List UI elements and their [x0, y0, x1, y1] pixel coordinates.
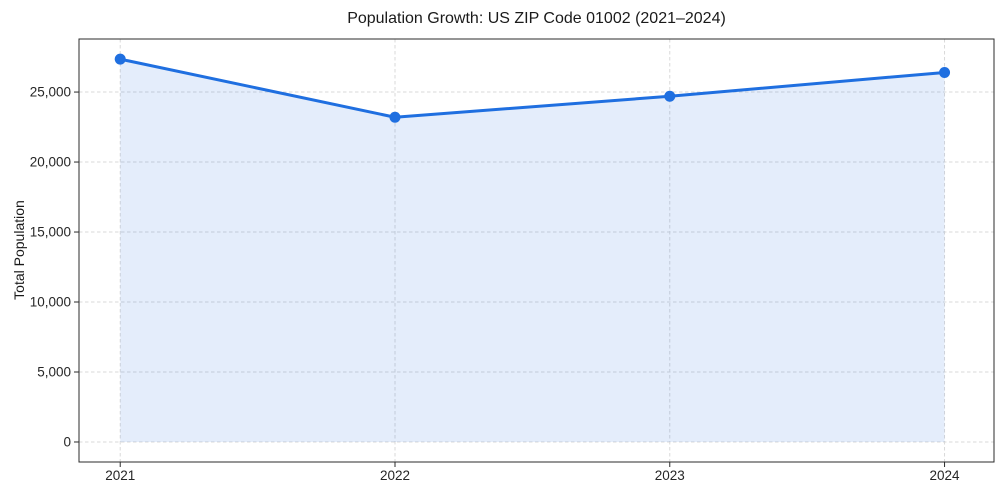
x-tick-label: 2022: [380, 468, 410, 483]
x-tick-label: 2024: [930, 468, 961, 483]
y-tick-label: 25,000: [30, 85, 71, 100]
data-point-2021: [114, 53, 126, 65]
chart-title: Population Growth: US ZIP Code 01002 (20…: [347, 10, 726, 27]
data-point-2024: [939, 66, 951, 78]
data-point-2022: [389, 111, 401, 123]
population-line: [118, 57, 947, 119]
y-axis-label: Total Population: [11, 200, 27, 300]
axes-spines: [78, 38, 995, 463]
y-tick-label: 0: [63, 435, 71, 450]
y-tick-label: 10,000: [30, 295, 71, 310]
x-tick-label: 2023: [655, 468, 685, 483]
plot-background: [79, 39, 994, 462]
y-tick-label: 20,000: [30, 155, 71, 170]
data-point-2023: [664, 90, 676, 102]
x-axis: 2021 2022 2023 2024: [105, 462, 960, 483]
data-points: [114, 53, 951, 123]
y-axis: 0 5,000 10,000 15,000 20,000 25,000: [30, 85, 79, 450]
y-tick-label: 5,000: [37, 365, 71, 380]
x-tick-label: 2021: [105, 468, 135, 483]
y-tick-label: 15,000: [30, 225, 71, 240]
area-fill: [120, 59, 945, 442]
grid: [79, 39, 994, 462]
